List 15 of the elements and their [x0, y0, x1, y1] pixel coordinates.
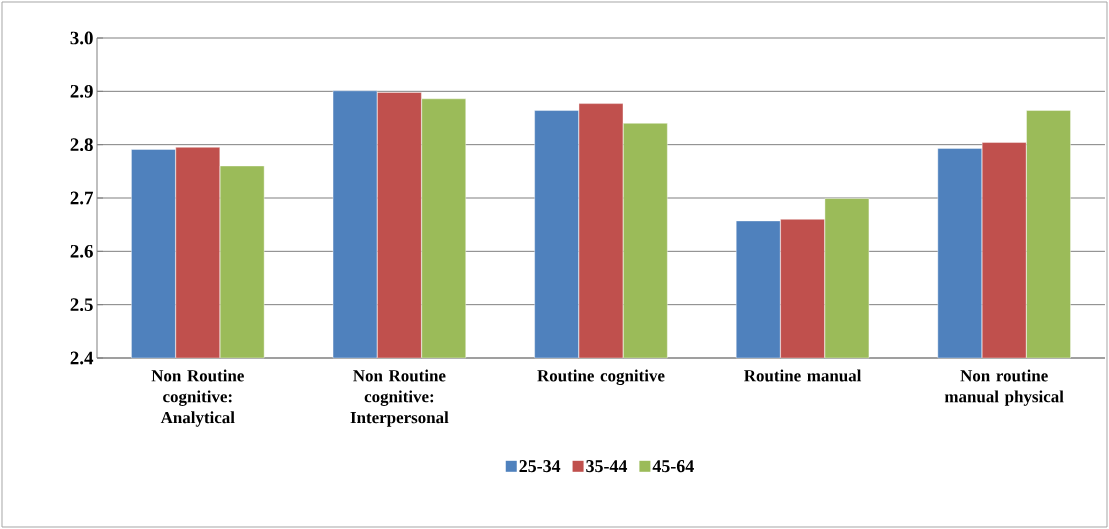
x-tick-label: Routine cognitive: [537, 369, 665, 386]
y-tick-label: 2.8: [70, 138, 93, 152]
y-tick-label: 2.4: [70, 351, 94, 365]
x-tick-label: Non routine manual physical: [944, 369, 1064, 406]
legend-label: 25-34: [519, 460, 561, 473]
legend-label: 35-44: [586, 460, 628, 473]
y-tick-label: 2.6: [70, 244, 93, 258]
y-tick-label: 2.9: [70, 84, 93, 98]
y-tick-label: 3.0: [70, 31, 93, 45]
y-tick-label: 2.7: [70, 191, 94, 205]
x-tick-label: Non Routine cognitive: Analytical: [151, 369, 244, 427]
legend-label: 45-64: [652, 460, 694, 473]
x-tick-label: Non Routine cognitive: Interpersonal: [350, 369, 449, 427]
x-tick-label: Routine manual: [744, 369, 862, 382]
y-tick-label: 2.5: [70, 298, 93, 312]
